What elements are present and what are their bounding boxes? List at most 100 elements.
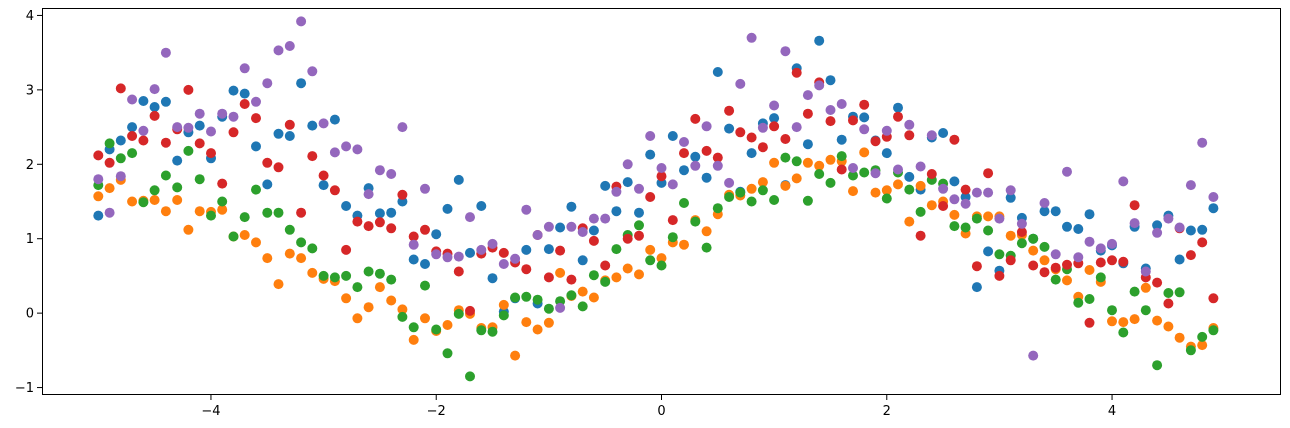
data-point [1107,238,1117,249]
data-point [543,244,554,255]
data-point [104,183,115,194]
data-point [622,159,633,170]
data-point [228,231,239,242]
data-point [420,280,430,291]
data-point [521,244,532,255]
data-point [656,163,667,173]
data-point [420,313,430,324]
data-point [206,126,216,137]
data-point [848,163,858,173]
data-point [386,207,397,218]
data-point [1208,203,1219,214]
series-3 [93,138,1219,382]
data-point [1073,224,1084,234]
data-point [1039,206,1050,217]
data-point [712,160,723,171]
data-point [1197,137,1208,148]
data-point [667,232,678,243]
data-point [194,206,205,217]
data-point [465,247,475,258]
data-point [949,221,960,232]
data-point [566,274,577,285]
data-point [825,116,836,127]
data-point [115,83,126,94]
data-point [442,348,453,359]
data-point [329,147,340,158]
data-point [386,169,397,179]
data-point [780,180,791,191]
data-point [893,179,903,190]
data-point [1152,277,1163,288]
data-point [1107,316,1117,327]
data-point [746,132,757,143]
x-tick-label: −4 [201,404,220,419]
data-point [645,149,656,160]
data-point [667,131,678,141]
data-point [881,125,892,136]
data-point [600,180,611,191]
data-point [93,174,104,185]
data-point [690,113,701,124]
data-point [149,110,160,121]
data-point [780,134,791,144]
data-point [1016,227,1027,237]
data-point [206,210,216,221]
data-point [1185,180,1196,191]
data-point [273,279,284,290]
data-point [769,157,780,168]
y-tick-label: 4 [26,9,34,24]
data-point [870,168,881,179]
data-point [217,204,228,215]
data-point [1185,345,1196,356]
data-point [1062,221,1072,232]
data-point [949,209,960,220]
data-point [374,217,385,228]
data-point [971,282,982,293]
data-point [453,174,464,185]
data-point [453,251,464,262]
data-point [262,207,273,218]
data-point [577,286,588,297]
data-point [465,212,475,223]
data-point [904,119,915,130]
data-point [679,137,689,147]
data-point [1163,288,1174,298]
data-point [104,157,115,168]
data-point [825,105,836,115]
data-point [1129,286,1140,297]
data-point [780,46,791,57]
data-point [160,96,171,107]
data-point [1084,317,1095,328]
data-point [836,134,847,145]
data-point [318,270,329,281]
data-point [1174,287,1185,298]
data-point [341,293,352,304]
data-point [318,118,329,129]
data-point [1118,256,1129,267]
data-points [93,16,1219,382]
data-point [1152,360,1163,371]
data-point [701,226,712,237]
data-point [1140,266,1151,277]
data-point [1050,262,1061,273]
data-point [374,282,385,293]
data-point [1163,298,1174,309]
data-point [701,145,712,156]
data-point [1208,192,1219,202]
data-point [127,131,138,141]
data-point [262,253,273,264]
data-point [611,244,622,255]
data-point [1062,166,1072,177]
data-point [498,310,509,321]
data-point [138,125,149,136]
data-point [273,207,284,218]
data-point [397,189,408,200]
data-point [194,120,205,131]
y-tick-label: 2 [26,158,34,173]
data-point [1107,255,1117,266]
data-point [983,225,994,236]
data-point [667,215,678,226]
data-point [926,200,937,211]
data-point [757,122,768,133]
